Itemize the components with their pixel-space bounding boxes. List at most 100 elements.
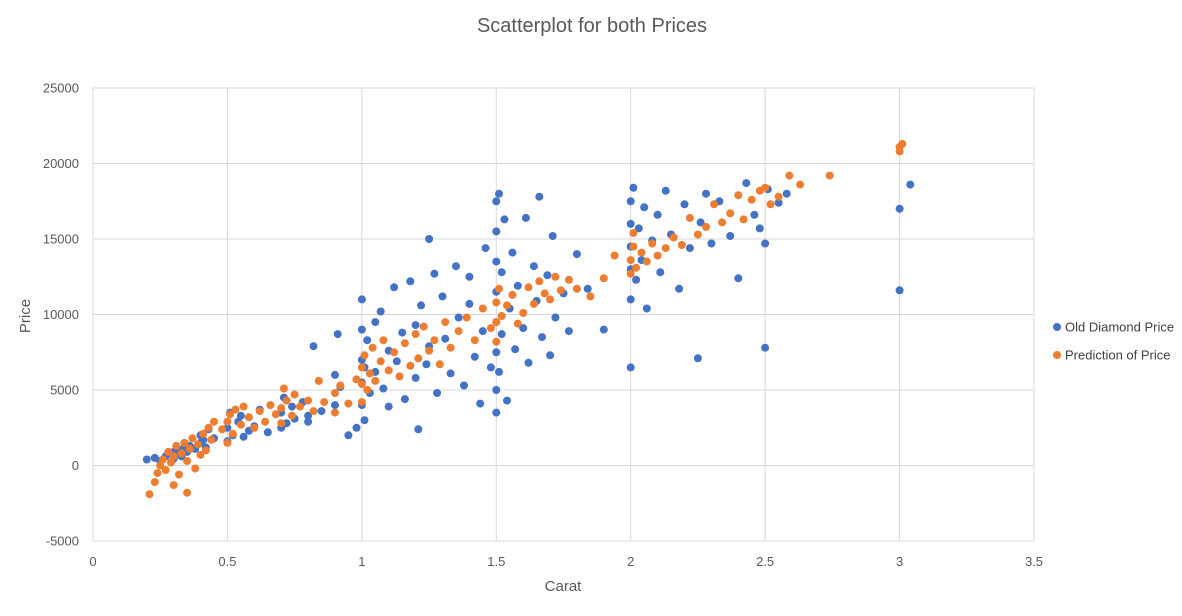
data-point: [223, 438, 232, 447]
data-point: [352, 423, 361, 432]
data-point: [774, 192, 783, 201]
data-point: [766, 200, 775, 209]
data-point: [183, 488, 192, 497]
data-point: [718, 218, 727, 227]
data-point: [452, 262, 460, 271]
data-point: [629, 229, 638, 237]
data-point: [304, 411, 313, 420]
legend-item: Prediction of Price: [1053, 348, 1171, 363]
data-point: [465, 299, 474, 308]
data-point: [365, 369, 374, 378]
data-point: [250, 423, 259, 432]
data-point: [546, 351, 555, 360]
data-point: [685, 213, 694, 222]
data-point: [414, 425, 423, 434]
data-point: [476, 399, 485, 408]
data-point: [236, 420, 245, 429]
data-point: [177, 449, 186, 458]
data-point: [680, 200, 689, 209]
data-point: [492, 318, 501, 327]
data-point: [642, 304, 651, 313]
x-tick-label: 3: [896, 554, 903, 569]
data-point: [637, 248, 646, 257]
data-point: [640, 203, 649, 212]
data-point: [331, 401, 339, 410]
data-point: [564, 327, 573, 336]
legend-marker: [1053, 351, 1061, 359]
data-point: [653, 251, 662, 260]
data-point: [556, 286, 565, 295]
data-point: [357, 363, 366, 372]
data-point: [191, 464, 200, 473]
data-point: [626, 197, 635, 206]
data-point: [425, 346, 434, 355]
y-tick-label: 0: [72, 458, 79, 473]
data-point: [406, 361, 415, 370]
data-point: [169, 452, 178, 461]
data-point: [492, 348, 501, 357]
data-point: [360, 351, 369, 360]
data-point: [572, 284, 581, 293]
data-point: [422, 360, 431, 369]
y-tick-label: 10000: [43, 307, 79, 322]
data-point: [529, 262, 538, 271]
data-point: [304, 417, 313, 426]
data-point: [653, 210, 662, 219]
series-0: [142, 179, 915, 465]
legend: Old Diamond Price Prediction of Price: [1053, 320, 1174, 363]
data-point: [390, 348, 399, 357]
data-point: [492, 408, 501, 417]
data-point: [895, 204, 904, 213]
data-point: [279, 384, 288, 393]
data-point: [529, 299, 538, 308]
data-point: [317, 407, 326, 416]
data-point: [761, 183, 770, 192]
data-point: [546, 295, 555, 304]
legend-label: Prediction of Price: [1065, 348, 1171, 363]
data-point: [486, 324, 495, 333]
data-point: [543, 271, 552, 280]
x-tick-label: 2: [627, 554, 634, 569]
data-point: [435, 360, 444, 369]
data-point: [201, 446, 210, 455]
x-tick-label: 1: [358, 554, 365, 569]
data-point: [207, 435, 216, 444]
y-tick-label: -5000: [46, 534, 79, 549]
data-point: [634, 224, 643, 233]
data-point: [825, 171, 834, 180]
data-point: [465, 272, 474, 281]
y-tick-label: 5000: [50, 383, 79, 398]
data-point: [183, 457, 192, 465]
data-point: [492, 337, 501, 346]
data-point: [898, 139, 907, 148]
data-point: [586, 292, 595, 301]
data-point: [263, 428, 272, 437]
data-point: [629, 242, 638, 251]
x-axis-title: Carat: [545, 578, 583, 595]
series-1: [145, 139, 907, 499]
data-point: [425, 235, 434, 243]
data-point: [656, 268, 665, 277]
data-point: [629, 183, 638, 192]
data-point: [739, 215, 748, 224]
data-point: [747, 195, 756, 204]
data-point: [503, 396, 511, 405]
data-point: [164, 447, 173, 456]
x-tick-label: 1.5: [487, 554, 505, 569]
data-point: [218, 425, 227, 434]
data-point: [314, 376, 323, 385]
data-point: [755, 224, 764, 233]
data-point: [610, 251, 619, 260]
data-point: [419, 322, 428, 331]
data-point: [478, 304, 487, 313]
data-point: [583, 284, 592, 293]
data-point: [648, 239, 657, 248]
data-point: [500, 215, 509, 224]
data-point: [199, 435, 208, 444]
data-point: [379, 384, 388, 393]
data-point: [519, 324, 528, 333]
data-point: [508, 248, 517, 257]
data-point: [223, 417, 232, 426]
data-point: [726, 209, 735, 218]
data-point: [180, 438, 189, 447]
